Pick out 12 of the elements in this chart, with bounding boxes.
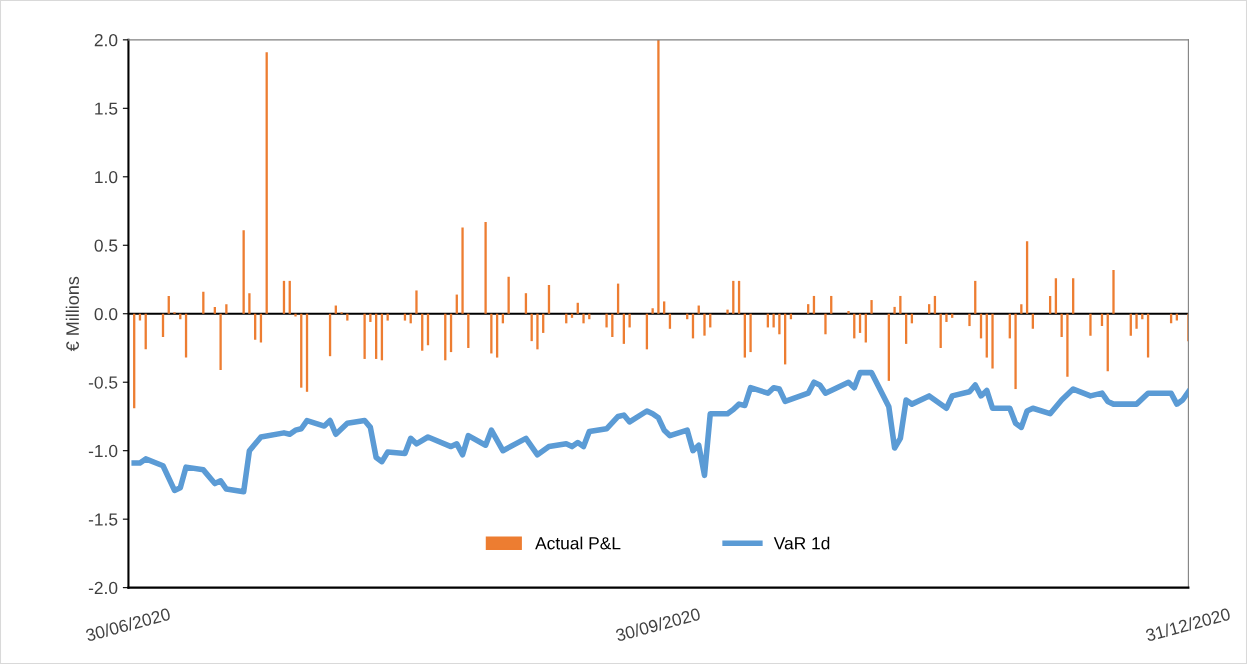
y-tick-label: 0.0 xyxy=(94,307,118,321)
y-tick-label: -0.5 xyxy=(88,376,118,389)
y-tick-label: 1.5 xyxy=(95,102,118,115)
y-tick-label: 2.0 xyxy=(94,34,118,47)
legend-label: VaR 1d xyxy=(773,536,830,550)
y-axis-title: € Millions xyxy=(65,276,79,352)
y-tick-label: -1.0 xyxy=(88,444,118,458)
y-tick-label: 0.5 xyxy=(94,239,118,252)
y-tick-label: -1.5 xyxy=(88,513,118,526)
y-tick-label: 1.0 xyxy=(95,170,118,184)
legend-label: Actual P&L xyxy=(535,536,621,550)
y-tick-label: -2.0 xyxy=(88,581,118,595)
